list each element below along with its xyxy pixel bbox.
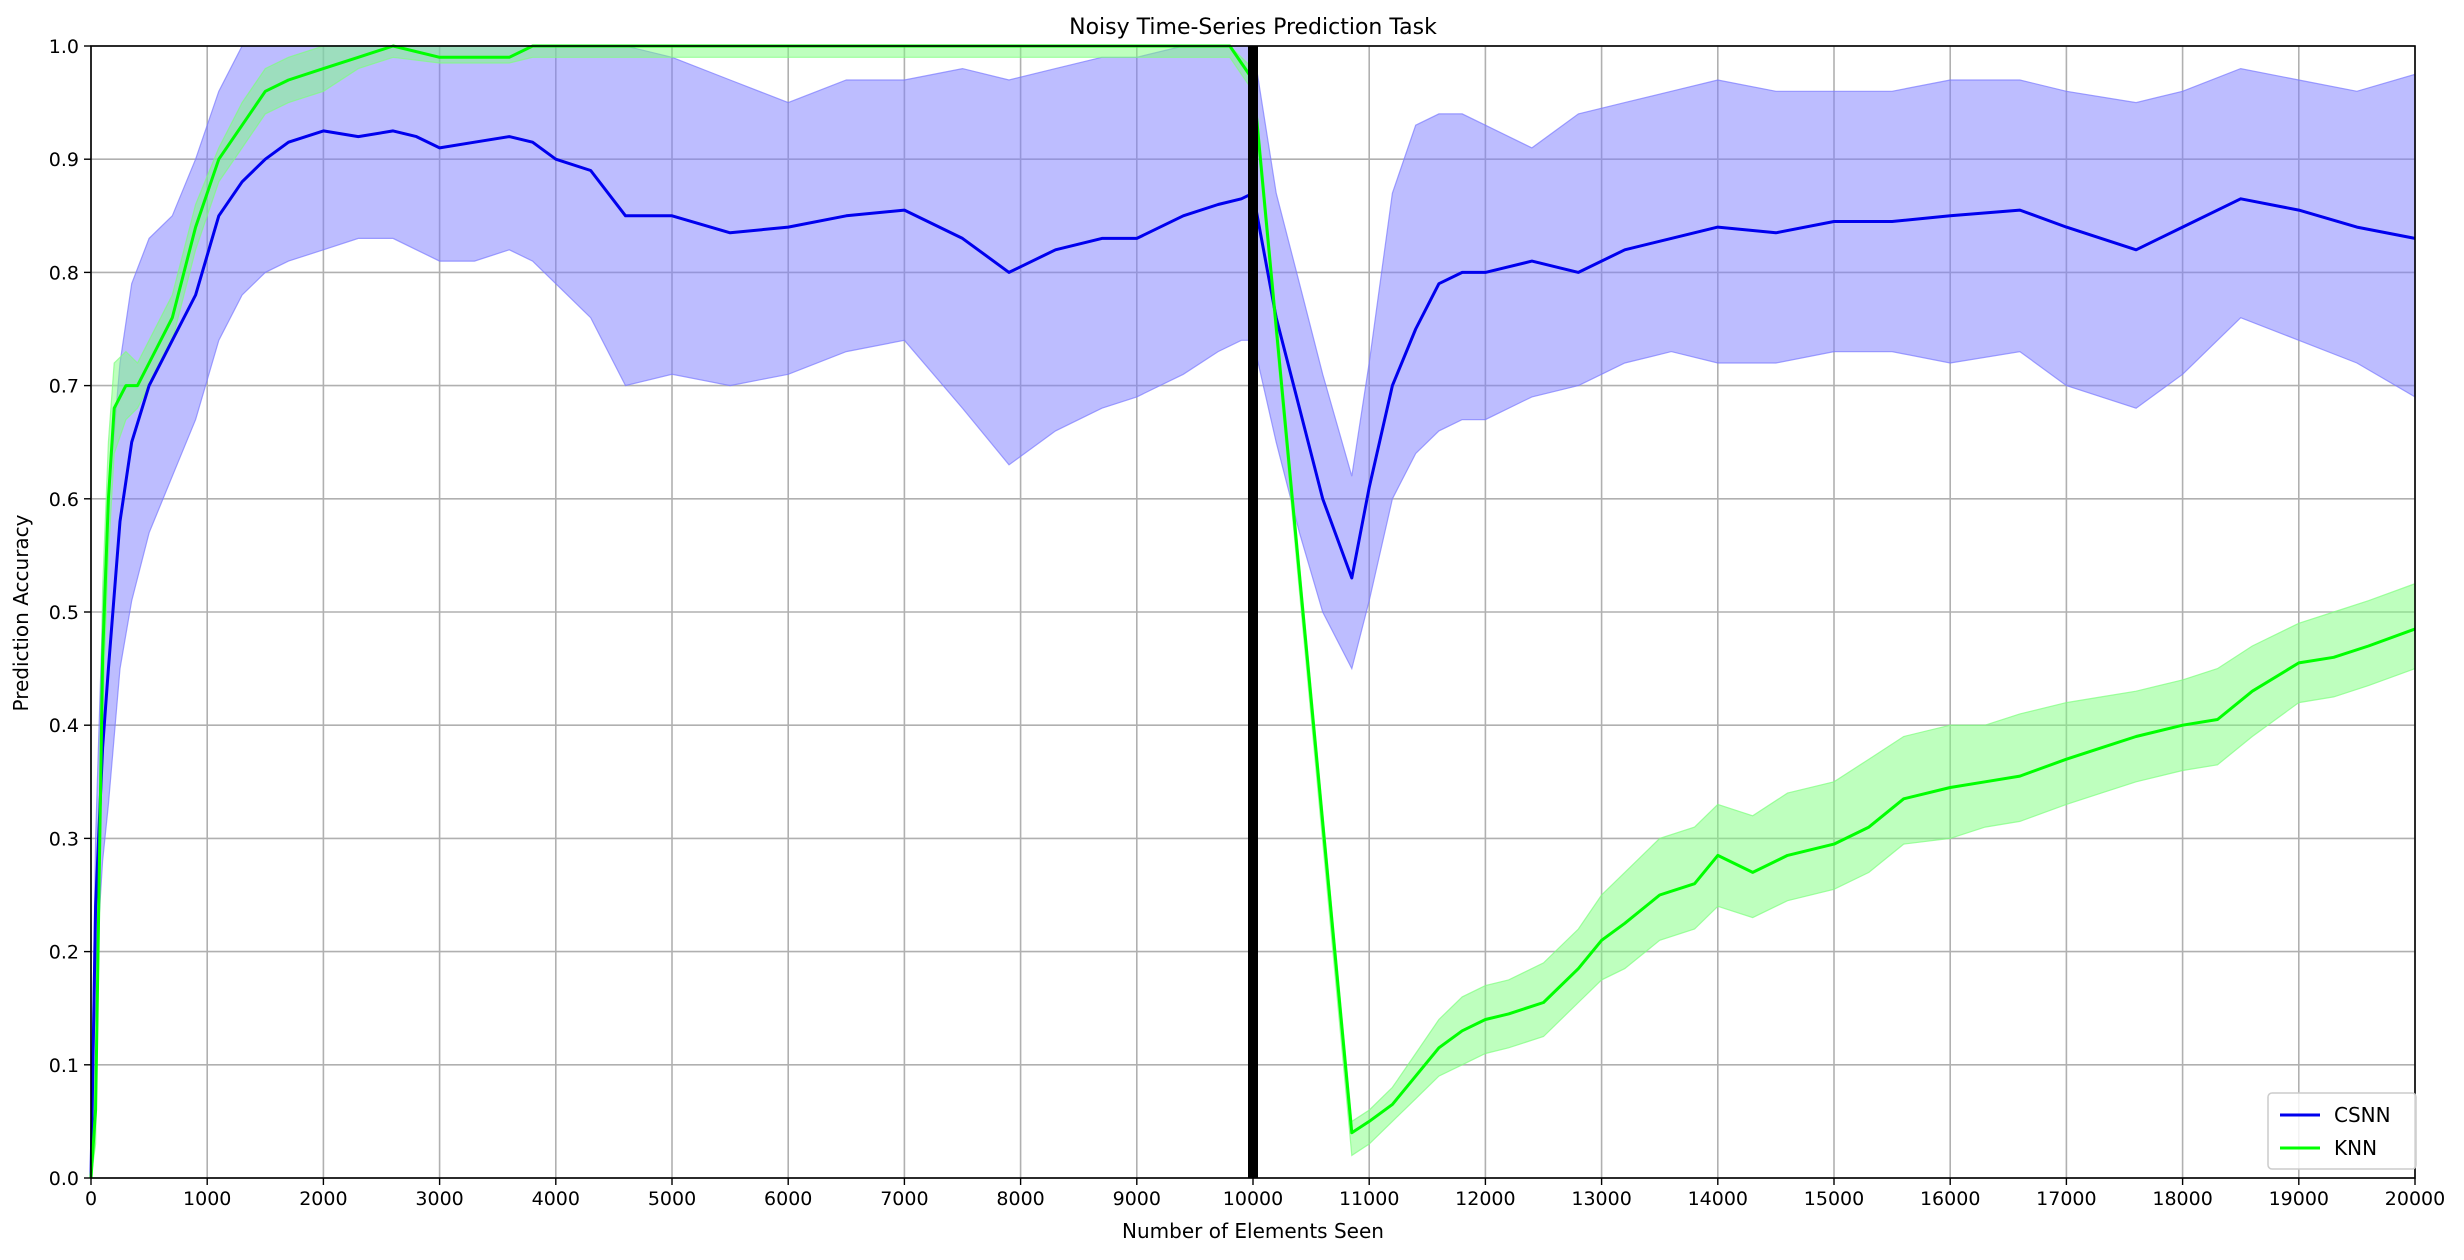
y-tick-label: 0.5 [49, 602, 79, 624]
legend-label-knn: KNN [2334, 1136, 2377, 1160]
x-tick-label: 17000 [2036, 1188, 2096, 1210]
x-tick-label: 9000 [1113, 1188, 1161, 1210]
x-tick-label: 16000 [1920, 1188, 1980, 1210]
legend-box [2267, 1092, 2417, 1170]
x-tick-label: 11000 [1339, 1188, 1399, 1210]
x-tick-label: 12000 [1455, 1188, 1515, 1210]
legend: CSNN KNN [2267, 1092, 2417, 1170]
y-axis-label: Prediction Accuracy [9, 514, 33, 711]
y-tick-label: 0.6 [49, 489, 79, 511]
y-tick-label: 0.4 [49, 715, 79, 737]
x-tick-label: 7000 [880, 1188, 928, 1210]
y-tick-label: 0.3 [49, 828, 79, 850]
x-tick-label: 5000 [648, 1188, 696, 1210]
x-tick-label: 0 [85, 1188, 97, 1210]
chart-title: Noisy Time-Series Prediction Task [1069, 15, 1437, 40]
x-tick-label: 18000 [2152, 1188, 2212, 1210]
x-tick-label: 19000 [2269, 1188, 2329, 1210]
x-tick-label: 1000 [183, 1188, 231, 1210]
y-tick-label: 0.8 [49, 262, 79, 284]
x-tick-label: 8000 [996, 1188, 1044, 1210]
y-tick-label: 0.9 [49, 149, 79, 171]
x-tick-label: 4000 [532, 1188, 580, 1210]
x-axis-label: Number of Elements Seen [1122, 1219, 1384, 1243]
x-tick-label: 13000 [1571, 1188, 1631, 1210]
y-tick-label: 0.1 [49, 1055, 79, 1077]
y-tick-label: 0.7 [49, 376, 79, 398]
x-tick-label: 15000 [1804, 1188, 1864, 1210]
y-tick-label: 0.2 [49, 942, 79, 964]
knn-series-line [89, 44, 2416, 1179]
x-tick-label: 3000 [415, 1188, 463, 1210]
csnn-series-line [89, 129, 2416, 1179]
x-tick-label: 14000 [1688, 1188, 1748, 1210]
x-tick-label: 10000 [1223, 1188, 1283, 1210]
x-tick-label: 20000 [2385, 1188, 2445, 1210]
axis-ticks: 0 1000 2000 3000 4000 5000 6000 7000 8000 9000 100… [49, 36, 2445, 1210]
legend-label-csnn: CSNN [2334, 1103, 2391, 1127]
series-lines [89, 44, 2416, 1179]
y-tick-label: 0.0 [49, 1168, 79, 1190]
y-tick-label: 1.0 [49, 36, 79, 58]
x-tick-label: 6000 [764, 1188, 812, 1210]
x-tick-label: 2000 [299, 1188, 347, 1210]
